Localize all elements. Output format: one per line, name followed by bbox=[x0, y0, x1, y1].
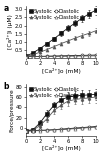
Legend: Systolic, Systolic, Diastolic, Diastolic: Systolic, Systolic, Diastolic, Diastolic bbox=[28, 86, 81, 98]
Legend: Systolic, Systolic, Diastolic, Diastolic: Systolic, Systolic, Diastolic, Diastolic bbox=[28, 8, 81, 20]
Text: b: b bbox=[4, 82, 9, 91]
X-axis label: [Ca²⁺]o (mM): [Ca²⁺]o (mM) bbox=[42, 67, 80, 74]
Text: a: a bbox=[4, 4, 9, 13]
Y-axis label: Force/pressure: Force/pressure bbox=[10, 88, 15, 132]
X-axis label: [Ca²⁺]o (mM): [Ca²⁺]o (mM) bbox=[42, 145, 80, 151]
Y-axis label: [Ca²⁺]i (µM): [Ca²⁺]i (µM) bbox=[7, 15, 13, 49]
